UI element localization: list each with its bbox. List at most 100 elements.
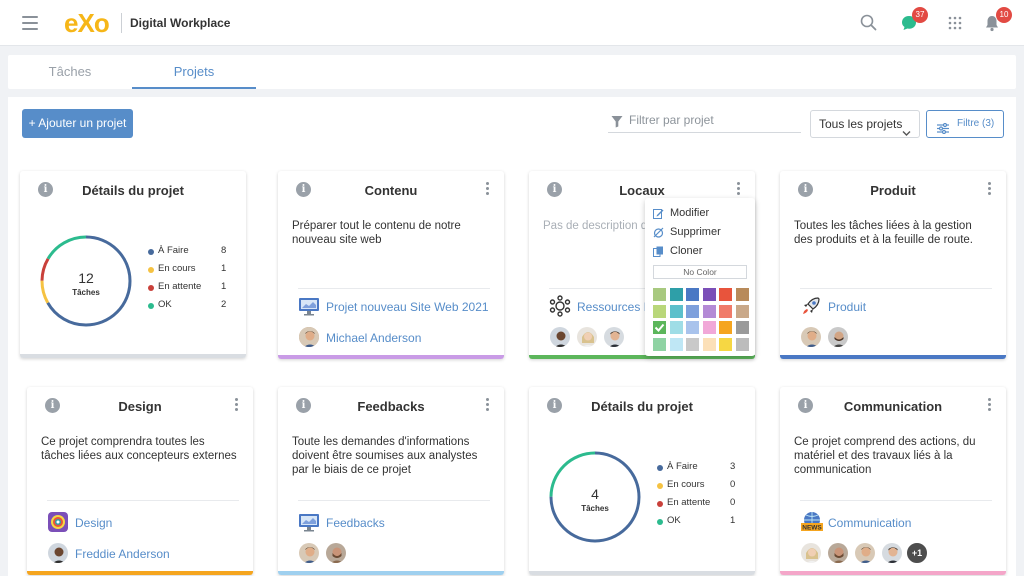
palette-space-icon (47, 511, 69, 533)
info-icon[interactable]: i (547, 182, 562, 197)
card-description: Toute les demandes d'informations doiven… (292, 436, 478, 476)
avatar[interactable] (576, 326, 598, 348)
tab-taches[interactable]: Tâches (48, 64, 92, 79)
space-link[interactable]: Design (75, 516, 113, 530)
project-card-communication[interactable]: i Communication Ce projet comprend des a… (780, 387, 1006, 575)
card-description: Pas de description d (543, 220, 648, 232)
color-swatch[interactable] (669, 337, 683, 351)
avatar[interactable] (827, 326, 849, 348)
color-swatch[interactable] (686, 321, 699, 334)
menu-item-modifier[interactable]: Modifier (653, 205, 709, 221)
color-swatch[interactable] (686, 288, 699, 301)
space-link[interactable]: Ressources H (577, 300, 653, 314)
space-link[interactable]: Communication (828, 516, 912, 530)
projects-select[interactable]: Tous les projets (810, 110, 920, 138)
filter-project-input[interactable] (629, 113, 799, 127)
color-swatch[interactable] (653, 337, 666, 351)
more-options-icon[interactable] (486, 398, 490, 412)
space-link[interactable]: Produit (828, 300, 867, 314)
color-swatch[interactable] (669, 304, 683, 318)
info-icon[interactable]: i (798, 398, 813, 413)
color-swatch[interactable] (669, 321, 683, 334)
legend-value: 1 (730, 515, 736, 526)
color-swatch[interactable] (702, 321, 716, 334)
info-icon[interactable]: i (547, 398, 562, 413)
avatar[interactable] (325, 542, 347, 564)
color-swatch[interactable] (653, 304, 666, 318)
avatar[interactable] (854, 542, 876, 564)
avatar[interactable] (549, 326, 571, 348)
card-title: Détails du projet (591, 399, 693, 414)
filter-button[interactable]: Filtre (3) (926, 110, 1004, 138)
avatar[interactable] (298, 326, 320, 348)
donut-segment (40, 235, 132, 327)
project-card-contenu[interactable]: i Contenu Préparer tout le contenu de no… (278, 171, 504, 359)
color-swatch[interactable] (719, 321, 732, 334)
color-swatch[interactable] (653, 321, 666, 334)
info-icon[interactable]: i (45, 398, 60, 413)
tab-projets[interactable]: Projets (132, 55, 256, 89)
legend-dot (148, 303, 154, 309)
hamburger-menu-icon[interactable] (22, 16, 38, 30)
color-swatch[interactable] (735, 337, 749, 351)
avatar[interactable] (800, 542, 822, 564)
color-swatch[interactable] (702, 288, 716, 301)
avatar[interactable] (298, 542, 320, 564)
menu-item-label: Supprimer (670, 226, 721, 238)
more-options-icon[interactable] (988, 182, 992, 196)
top-bar: eXo Digital Workplace 37 10 (0, 0, 1024, 46)
info-icon[interactable]: i (38, 182, 53, 197)
delete-icon (653, 227, 664, 238)
assignee-link[interactable]: Michael Anderson (326, 331, 422, 345)
avatar[interactable] (881, 542, 903, 564)
avatar[interactable] (800, 326, 822, 348)
avatar[interactable] (827, 542, 849, 564)
color-swatch[interactable] (669, 288, 683, 301)
project-card-produit[interactable]: i Produit Toutes les tâches liées à la g… (780, 171, 1006, 359)
info-icon[interactable]: i (296, 398, 311, 413)
space-link[interactable]: Feedbacks (326, 516, 385, 530)
notification-bell-icon[interactable]: 10 (984, 7, 1012, 32)
more-options-icon[interactable] (988, 398, 992, 412)
more-options-icon[interactable] (235, 398, 239, 412)
color-swatch[interactable] (702, 304, 716, 318)
color-swatch[interactable] (686, 337, 699, 351)
menu-item-label: Cloner (670, 245, 703, 257)
more-options-icon[interactable] (737, 182, 741, 196)
more-members-avatar[interactable]: +1 (906, 542, 928, 564)
card-title: Communication (843, 399, 943, 414)
add-project-button[interactable]: + Ajouter un projet (22, 109, 133, 138)
avatar[interactable] (603, 326, 625, 348)
funnel-icon (611, 115, 623, 131)
info-icon[interactable]: i (798, 182, 813, 197)
color-swatch[interactable] (702, 337, 716, 351)
legend-label: En attente (158, 281, 202, 292)
legend-row: En cours 0 (657, 479, 755, 497)
info-icon[interactable]: i (296, 182, 311, 197)
color-swatch[interactable] (719, 337, 732, 351)
legend-row: En attente 0 (657, 497, 755, 515)
legend-dot (657, 519, 663, 525)
color-swatch[interactable] (735, 321, 749, 334)
menu-item-supprimer[interactable]: Supprimer (653, 224, 721, 240)
more-options-icon[interactable] (486, 182, 490, 196)
avatar[interactable] (47, 542, 69, 564)
no-color-button[interactable]: No Color (653, 265, 747, 279)
exo-logo[interactable]: eXo (64, 8, 110, 38)
color-swatch[interactable] (653, 288, 666, 301)
color-swatch[interactable] (686, 304, 699, 318)
card-description: Ce projet comprendra toutes les tâches l… (41, 436, 237, 462)
assignee-link[interactable]: Freddie Anderson (75, 547, 170, 561)
color-swatch[interactable] (719, 288, 732, 301)
project-card-feedbacks[interactable]: i Feedbacks Toute les demandes d'informa… (278, 387, 504, 575)
project-card-design[interactable]: i Design Ce projet comprendra toutes les… (27, 387, 253, 575)
space-link[interactable]: Projet nouveau Site Web 2021 (326, 300, 489, 314)
search-icon[interactable] (860, 14, 878, 32)
divider (800, 500, 992, 501)
color-swatch[interactable] (735, 304, 749, 318)
chat-icon[interactable]: 37 (900, 7, 928, 32)
color-swatch[interactable] (719, 304, 732, 318)
color-swatch[interactable] (735, 288, 749, 301)
menu-item-cloner[interactable]: Cloner (653, 243, 702, 259)
apps-grid-icon[interactable] (946, 14, 964, 32)
